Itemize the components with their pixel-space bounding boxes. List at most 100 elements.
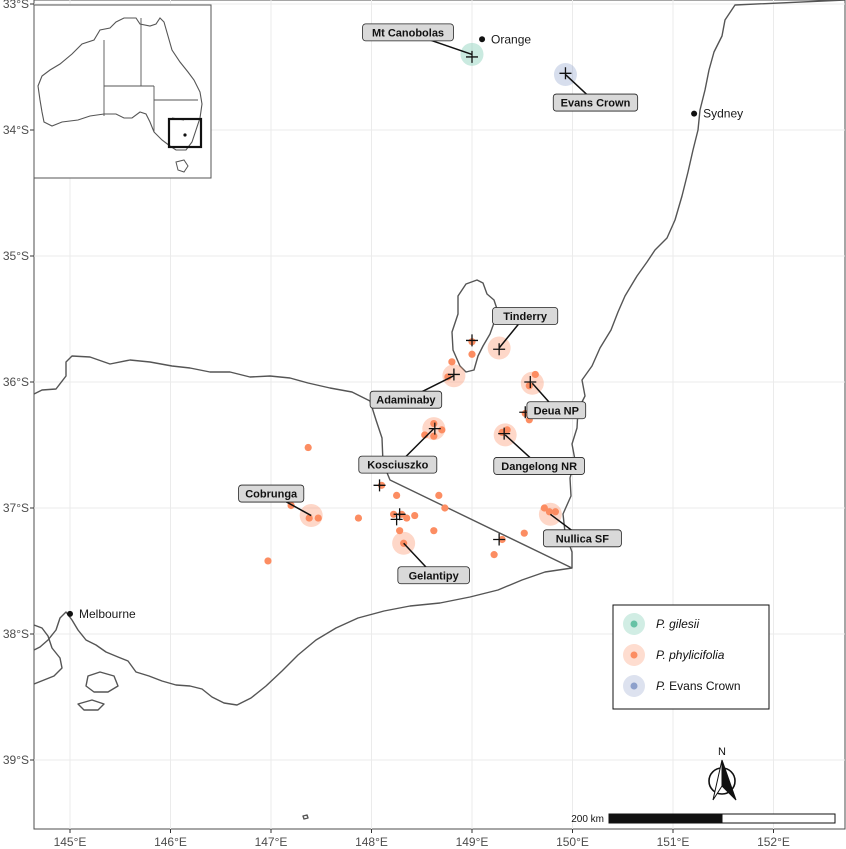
port-phillip-bay	[34, 624, 63, 685]
latitude-axis: 33°S 34°S 35°S 36°S 37°S 38°S 39°S	[3, 0, 34, 767]
occurrence-point	[264, 557, 272, 565]
site-label-box-dangelong-nr	[493, 457, 585, 475]
sampling-cross	[498, 427, 511, 440]
city-label-sydney: Sydney	[703, 107, 743, 121]
site-label-evans-crown: Evans Crown	[561, 98, 631, 110]
occurrence-point	[304, 443, 312, 452]
mainland-coastline	[34, 0, 845, 706]
x-tick-label: 148°E	[355, 835, 388, 849]
inset-state-borders	[103, 18, 198, 132]
legend-key-evans-crown	[623, 675, 645, 697]
north-arrow: N	[708, 746, 737, 801]
north-arrow-label: N	[718, 746, 726, 758]
city-markers: Orange Sydney Melbourne	[67, 32, 743, 621]
sampling-cross	[466, 50, 478, 63]
y-tick-label: 38°S	[3, 627, 29, 641]
inset-study-area-box	[167, 117, 203, 149]
occurrence-point	[314, 514, 322, 522]
sampling-cross	[524, 376, 537, 388]
y-tick-label: 34°S	[3, 123, 29, 137]
occurrence-point	[430, 527, 438, 535]
y-tick-label: 35°S	[3, 249, 29, 263]
site-label-box-tinderry	[492, 307, 559, 325]
x-tick-label: 151°E	[657, 835, 690, 849]
sampling-cross	[390, 513, 403, 526]
site-label-nullica-sf: Nullica SF	[556, 533, 609, 545]
y-tick-label: 33°S	[3, 0, 29, 11]
legend-label-gilesii: P. gilesii	[656, 617, 699, 631]
french-island	[85, 671, 119, 693]
site-label-deua-np: Deua NP	[534, 405, 579, 417]
scale-bar-label: 200 km	[571, 814, 604, 825]
site-labels: Mt Canobolas Evans Crown Tinderry Adaminaby…	[238, 23, 639, 585]
occurrence-point	[411, 511, 419, 520]
legend-box	[612, 604, 770, 710]
x-tick-label: 147°E	[255, 835, 288, 849]
site-label-box-evans-crown	[552, 93, 639, 112]
site-label-cobrunga: Cobrunga	[245, 489, 298, 501]
occurrence-point	[490, 551, 498, 559]
sampling-cross	[393, 508, 406, 521]
sampling-cross	[466, 334, 478, 347]
inset-australia-outline	[37, 17, 203, 151]
x-tick-label: 149°E	[456, 835, 489, 849]
occurrence-point	[390, 510, 398, 518]
sampling-cross	[447, 368, 460, 381]
sampling-cross	[493, 533, 506, 546]
city-label-melbourne: Melbourne	[79, 607, 136, 621]
legend-label-phylicifolia: P. phylicifolia	[656, 648, 725, 662]
occurrence-point	[441, 504, 449, 512]
occurrence-point	[305, 514, 313, 522]
x-tick-label: 146°E	[154, 835, 187, 849]
site-label-box-kosciuszko	[358, 455, 438, 474]
site-label-box-cobrunga	[238, 484, 305, 503]
site-label-box-mt-canobolas	[362, 23, 454, 42]
scale-bar: 200 km	[571, 813, 836, 825]
site-label-box-gelantipy	[397, 566, 470, 585]
inset-tasmania	[175, 159, 189, 173]
occurrence-point	[396, 527, 404, 535]
scale-bar-white-segment	[721, 813, 836, 824]
y-tick-label: 37°S	[3, 501, 29, 515]
occurrence-point	[531, 370, 539, 379]
australia-inset	[33, 4, 212, 179]
occurrence-point	[444, 373, 452, 381]
legend-key-phylicifolia	[623, 644, 645, 666]
site-label-kosciuszko: Kosciuszko	[367, 460, 428, 472]
occurrence-point	[525, 382, 533, 390]
inset-frame	[33, 4, 212, 179]
occurrence-point	[403, 514, 411, 522]
occurrence-point	[430, 432, 438, 440]
city-label-orange: Orange	[491, 32, 531, 46]
city-dot-orange	[479, 36, 486, 43]
occurrence-point	[545, 508, 553, 516]
gabo-island	[302, 814, 309, 820]
legend: P. gilesii P. phylicifolia P. Evans Crow…	[612, 604, 770, 710]
sampling-cross	[428, 422, 441, 435]
site-label-gelantipy: Gelantipy	[409, 570, 460, 582]
occurrence-point	[448, 358, 456, 366]
site-label-box-adaminaby	[369, 390, 443, 409]
longitude-axis: 145°E 146°E 147°E 148°E 149°E 150°E 151°E 152°E	[54, 829, 790, 849]
city-dot-sydney	[691, 110, 698, 117]
site-label-box-deua-np	[526, 401, 587, 420]
scale-bar-black-segment	[608, 813, 723, 824]
city-dot-melbourne	[67, 610, 73, 617]
site-crosses	[373, 50, 572, 546]
site-label-adaminaby: Adaminaby	[376, 395, 436, 407]
victoria-nsw-border	[34, 355, 573, 569]
site-label-box-nullica-sf	[542, 529, 622, 548]
legend-key-gilesii	[623, 613, 645, 635]
occurrence-point	[551, 508, 560, 516]
occurrence-point	[430, 419, 438, 428]
sampling-cross	[493, 343, 506, 356]
site-label-dangelong-nr: Dangelong NR	[501, 461, 577, 473]
sampling-cross	[559, 67, 572, 80]
x-tick-label: 150°E	[556, 835, 589, 849]
act-border	[451, 279, 499, 373]
legend-label-evans-crown: P. Evans Crown	[656, 679, 741, 693]
sampling-cross	[373, 479, 386, 492]
inset-city-dot	[183, 133, 187, 137]
y-tick-label: 36°S	[3, 375, 29, 389]
